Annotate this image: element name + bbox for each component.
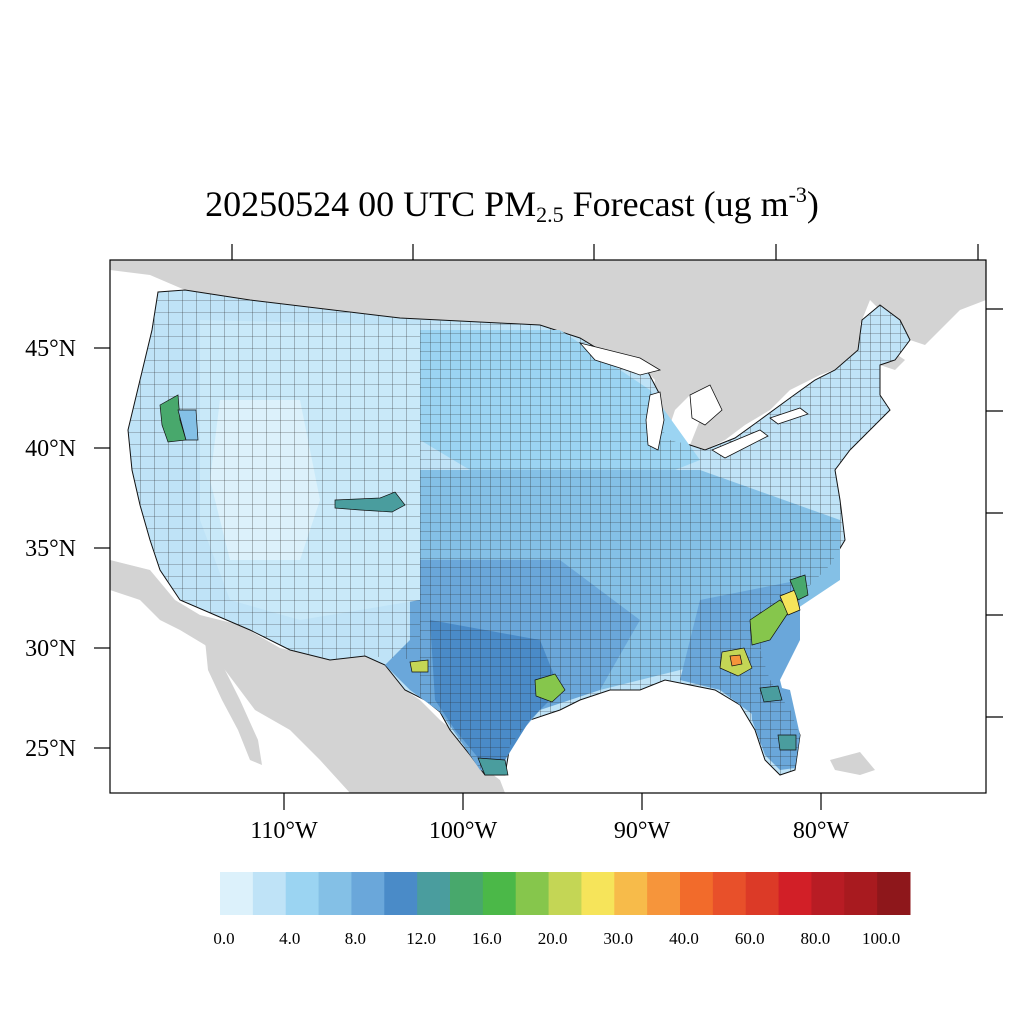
lat-axis: 45°N 40°N 35°N 30°N 25°N — [25, 336, 110, 762]
lat-label-40: 40°N — [25, 436, 76, 462]
mexico-land — [110, 560, 505, 793]
hotspot-carolina-coast-a — [749, 599, 791, 646]
colorbar-label: 60.0 — [735, 929, 765, 948]
colorbar-swatch — [844, 872, 878, 915]
colorbar-swatch — [680, 872, 714, 915]
lake-michigan — [645, 391, 665, 451]
colorbar-label: 30.0 — [603, 929, 633, 948]
lon-label-110: 110°W — [250, 818, 318, 844]
great-lakes — [578, 342, 809, 459]
colorbar-swatch — [417, 872, 451, 915]
colorbar: 0.0 4.0 8.0 12.0 16.0 20.0 30.0 40.0 60.0 80.0 100… — [213, 872, 911, 948]
colorbar-swatch — [647, 872, 681, 915]
colorbar-swatch — [515, 872, 550, 915]
lake-superior — [578, 342, 662, 376]
map-frame — [109, 259, 987, 794]
colorbar-label: 4.0 — [279, 929, 300, 948]
lon-label-90: 90°W — [614, 818, 671, 844]
hotspot-florida-panhandle — [759, 685, 783, 703]
colorbar-swatch — [450, 872, 484, 915]
hotspot-gulf-coast-tx — [477, 757, 509, 776]
canada-land — [110, 260, 986, 450]
colorbar-swatch — [778, 872, 812, 915]
right-ticks — [986, 308, 1003, 718]
colorbar-swatch — [614, 872, 648, 915]
colorbar-swatch — [745, 872, 780, 915]
colorbar-label: 12.0 — [406, 929, 436, 948]
hotspot-oregon-side — [177, 409, 199, 441]
colorbar-swatch — [548, 872, 582, 915]
lon-label-80: 80°W — [793, 818, 850, 844]
hotspot-houston — [534, 673, 566, 703]
colorbar-swatch — [318, 872, 352, 915]
top-ticks — [231, 244, 979, 260]
colorbar-swatch — [220, 872, 254, 915]
colorbar-swatch — [384, 872, 418, 915]
colorbar-label: 20.0 — [538, 929, 568, 948]
colorbar-swatch — [581, 872, 615, 915]
pm25-hotspots — [159, 394, 809, 776]
hotspot-carolina-coast-b — [779, 589, 801, 616]
colorbar-label: 80.0 — [801, 929, 831, 948]
baja-peninsula — [205, 640, 262, 765]
colorbar-swatch — [712, 872, 747, 915]
hotspot-south-florida — [777, 734, 797, 751]
county-boundaries-west — [128, 290, 420, 660]
hotspot-carolina-coast-c — [789, 574, 809, 601]
lake-erie — [711, 429, 769, 459]
map-title: 20250524 00 UTC PM2.5 Forecast (ug m-3) — [205, 182, 819, 227]
colorbar-label: 16.0 — [472, 929, 502, 948]
hotspot-kansas-band — [334, 491, 406, 513]
cuba-land — [830, 752, 875, 775]
lat-label-25: 25°N — [25, 736, 76, 762]
colorbar-swatch — [482, 872, 517, 915]
lat-label-35: 35°N — [25, 536, 76, 562]
colorbar-label: 0.0 — [213, 929, 234, 948]
lake-ontario — [769, 407, 809, 425]
hotspot-georgia-b — [729, 654, 743, 667]
lat-label-30: 30°N — [25, 636, 76, 662]
colorbar-label: 100.0 — [862, 929, 900, 948]
colorbar-label: 8.0 — [345, 929, 366, 948]
county-boundaries-east — [420, 305, 910, 775]
lake-huron — [689, 384, 723, 426]
map-area — [110, 260, 986, 793]
lon-axis: 110°W 100°W 90°W 80°W — [250, 793, 849, 844]
colorbar-swatch — [252, 872, 287, 915]
lon-label-100: 100°W — [429, 818, 498, 844]
colorbar-label: 40.0 — [669, 929, 699, 948]
hotspot-west-texas — [409, 659, 429, 673]
colorbar-swatch — [877, 872, 911, 915]
colorbar-swatch — [811, 872, 845, 915]
colorbar-swatch — [285, 872, 320, 915]
lat-label-45: 45°N — [25, 336, 76, 362]
colorbar-swatch — [351, 872, 385, 915]
